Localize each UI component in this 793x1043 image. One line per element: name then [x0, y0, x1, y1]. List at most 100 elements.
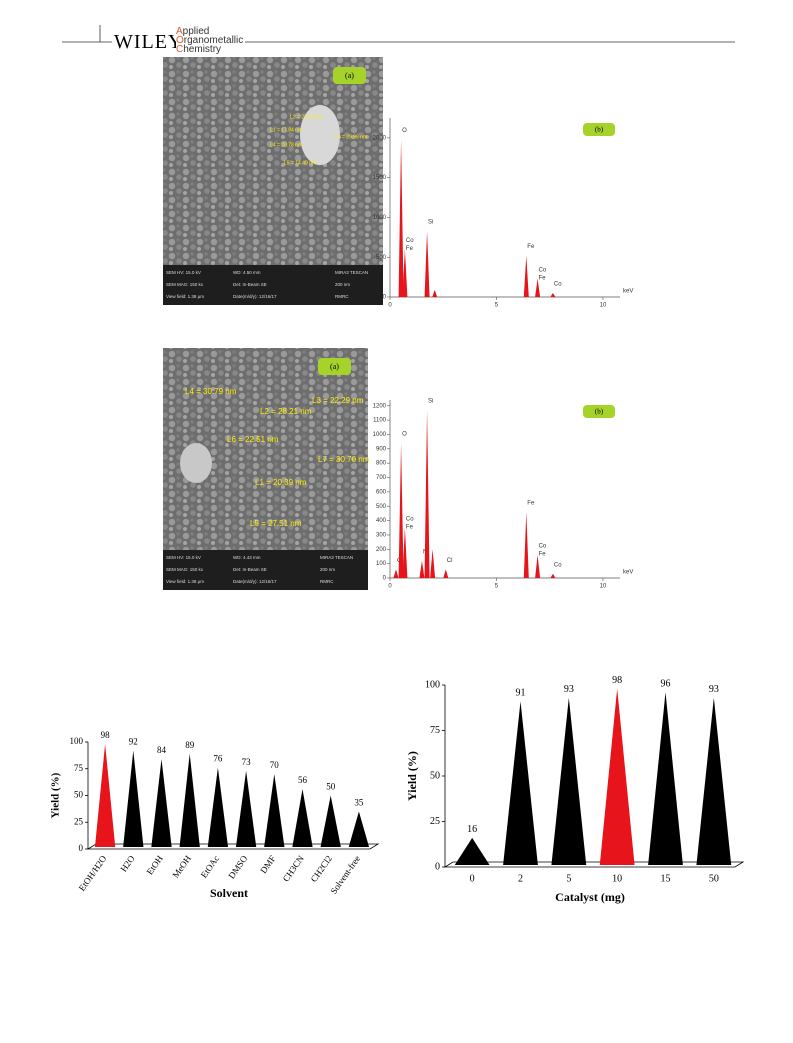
- panel-badge: [318, 358, 351, 375]
- y-tick-label: 500: [376, 255, 387, 261]
- peak-label: Fe: [406, 524, 414, 530]
- x-tick-label: 5: [495, 303, 499, 309]
- sem-footer-text: RMRC: [320, 579, 334, 584]
- y-tick-label: 50: [430, 770, 440, 781]
- peak: [430, 549, 436, 578]
- peak-label: Co: [539, 267, 547, 273]
- x-tick-label: H2O: [118, 853, 137, 873]
- panel-label: (a): [345, 71, 354, 80]
- cone-bar: [207, 767, 229, 847]
- y-tick-label: 100: [425, 679, 440, 690]
- peak: [402, 249, 408, 297]
- panel-badge: [583, 405, 615, 418]
- peak-label: Si: [428, 399, 433, 405]
- sem-footer-text: WD: 4.50 mm: [233, 270, 261, 275]
- cone-bar: [551, 697, 587, 865]
- x-axis-label: keV: [623, 289, 633, 295]
- sem-footer-text: 200 nm: [335, 282, 350, 287]
- sem-footer-text: 200 nm: [320, 567, 335, 572]
- particle-cluster: [180, 443, 212, 483]
- y-axis-label: Yield (%): [405, 751, 419, 801]
- x-tick-label: EtOH/H2O: [77, 853, 109, 893]
- x-tick-label: 50: [709, 873, 719, 884]
- y-tick-label: 600: [376, 489, 387, 495]
- journal-word: Applied: [176, 26, 210, 37]
- y-tick-label: 75: [74, 763, 84, 773]
- x-tick-label: 10: [600, 303, 607, 309]
- sem-footer: [163, 265, 383, 305]
- value-label: 98: [101, 730, 111, 740]
- measurement-label: L6 = 22.51 nm: [227, 435, 279, 444]
- cone-bar: [454, 837, 490, 865]
- panel-badge: [333, 67, 366, 84]
- sem-footer-text: Date(m/d/y): 12/16/17: [233, 294, 277, 299]
- y-tick-label: 0: [383, 576, 387, 582]
- x-axis-label: keV: [623, 570, 633, 576]
- x-tick-label: 5: [566, 873, 571, 884]
- peak-label: Cl: [447, 558, 453, 564]
- peak-label: Fe: [539, 552, 547, 558]
- y-tick-label: 1000: [373, 432, 387, 438]
- peak: [550, 573, 556, 578]
- panel-label: (b): [595, 126, 604, 134]
- peak: [393, 569, 399, 578]
- sem-footer-text: SEM HV: 15.0 kV: [166, 555, 201, 560]
- peak: [535, 278, 541, 297]
- y-tick-label: 100: [70, 736, 84, 746]
- sem-footer-text: MIRA3 TESCAN: [335, 270, 368, 275]
- brand: WILEY: [112, 31, 186, 54]
- sem-footer-text: Det: In-Beam SE: [233, 567, 267, 572]
- cone-bar: [648, 692, 683, 865]
- y-tick-label: 700: [376, 475, 387, 481]
- cone-bar: [348, 811, 370, 847]
- cone-bar: [599, 688, 635, 865]
- cone-bar: [123, 750, 144, 847]
- x-axis-label: Solvent: [210, 886, 248, 900]
- sem-footer-text: SEM MAG: 150 kx: [166, 567, 204, 572]
- value-label: 92: [129, 737, 138, 747]
- y-axis-label: Yield (%): [50, 772, 62, 818]
- measurement-label: L5 = 14.40 nm: [284, 160, 316, 166]
- value-label: 35: [354, 798, 364, 808]
- peak: [402, 527, 408, 578]
- measurement-label: L1 = 20.39 nm: [255, 478, 307, 487]
- measurement-label: L4 = 30.79 nm: [185, 387, 237, 396]
- peak: [523, 255, 529, 297]
- peak-label: Co: [406, 516, 414, 522]
- peak: [535, 555, 541, 578]
- panel-label: (a): [330, 362, 339, 371]
- peak-label: Co: [539, 544, 547, 550]
- y-tick-label: 500: [376, 504, 387, 510]
- x-tick-label: 10: [600, 584, 607, 590]
- x-tick-label: DMF: [258, 854, 277, 876]
- y-tick-label: 1100: [373, 418, 387, 424]
- peak-label: O: [402, 128, 407, 134]
- y-tick-label: 25: [430, 816, 440, 827]
- cone-bar: [151, 759, 172, 847]
- value-label: 91: [516, 688, 526, 699]
- y-tick-label: 200: [376, 547, 387, 553]
- measurement-label: L2 = 28.21 nm: [260, 407, 312, 416]
- peak: [432, 289, 438, 297]
- peak: [523, 511, 529, 578]
- y-tick-label: 0: [79, 843, 84, 853]
- x-tick-label: 0: [388, 303, 392, 309]
- measurement-label: L3 = 29.96 nm: [335, 134, 367, 140]
- value-label: 89: [185, 740, 195, 750]
- value-label: 98: [612, 675, 622, 686]
- sem-footer-text: View field: 1.38 μm: [166, 579, 204, 584]
- value-label: 93: [709, 684, 719, 695]
- peak-label: Fe: [527, 501, 535, 507]
- sem-footer-text: MIRA3 TESCAN: [320, 555, 353, 560]
- peak: [398, 139, 404, 297]
- x-axis-label: Catalyst (mg): [555, 890, 625, 904]
- x-tick-label: DMSO: [226, 853, 249, 880]
- floor: [443, 861, 745, 868]
- value-label: 84: [157, 745, 167, 755]
- sem-footer-text: View field: 1.38 μm: [166, 294, 204, 299]
- sem-footer-text: SEM MAG: 150 kx: [166, 282, 204, 287]
- x-tick-label: CH3CN: [281, 853, 306, 883]
- floor: [86, 843, 380, 850]
